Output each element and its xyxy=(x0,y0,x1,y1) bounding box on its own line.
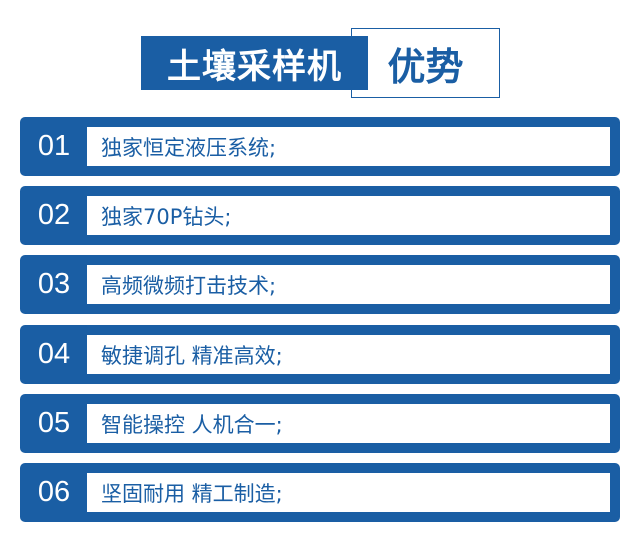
item-number: 01 xyxy=(37,130,71,162)
item-number: 05 xyxy=(37,407,71,439)
advantage-item: 03 高频微频打击技术; xyxy=(20,255,620,314)
item-text: 独家恒定液压系统; xyxy=(87,127,610,166)
item-number: 03 xyxy=(37,268,71,300)
advantage-item: 02 独家70P钻头; xyxy=(20,186,620,245)
title-accent: 优势 xyxy=(351,28,500,98)
item-text: 坚固耐用 精工制造; xyxy=(87,473,610,512)
title-main: 土壤采样机 xyxy=(141,36,368,90)
advantage-item: 06 坚固耐用 精工制造; xyxy=(20,463,620,522)
advantage-item: 05 智能操控 人机合一; xyxy=(20,394,620,453)
item-text: 智能操控 人机合一; xyxy=(87,404,610,443)
item-text: 高频微频打击技术; xyxy=(87,265,610,304)
item-number: 04 xyxy=(37,338,71,370)
item-number: 02 xyxy=(37,199,71,231)
item-text: 独家70P钻头; xyxy=(87,196,610,235)
item-number: 06 xyxy=(37,476,71,508)
advantage-item: 04 敏捷调孔 精准高效; xyxy=(20,325,620,384)
advantage-item: 01 独家恒定液压系统; xyxy=(20,117,620,176)
item-text: 敏捷调孔 精准高效; xyxy=(87,335,610,374)
